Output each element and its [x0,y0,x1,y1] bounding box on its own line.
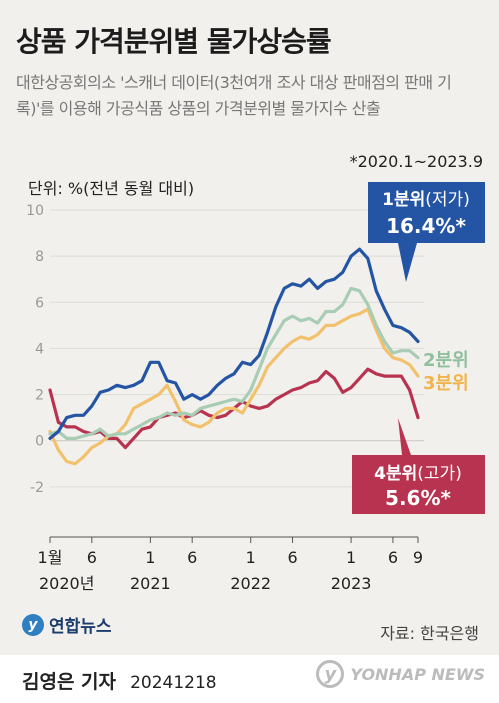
byline: 김영은 기자 20241218 [22,667,217,694]
source-note: 자료: 한국은행 [380,624,479,643]
callout-q1-box [368,182,485,282]
y-tick-label: -2 [30,480,44,496]
period-note: *2020.1~2023.9 [349,152,483,171]
y-tick-label: 8 [35,249,44,265]
y-tick-label: 10 [26,203,44,219]
x-tick-label: 6 [87,548,97,567]
page-title: 상품 가격분위별 물가상승률 [16,25,332,58]
yonhap-logo: y 연합뉴스 [22,612,112,637]
y-tick-label: 6 [35,295,44,311]
year-label: 2020년 [39,574,94,593]
y-tick-label: 4 [35,341,44,357]
publish-date: 20241218 [130,673,217,693]
x-tick-label: 6 [187,548,197,567]
series-label-q2: 2분위 [423,350,469,371]
x-tick-label: 1 [246,548,256,567]
y-tick-label: 2 [35,388,44,404]
x-tick-label: 6 [388,548,398,567]
reporter-name: 김영은 기자 [22,671,117,693]
callout-q4-value: 5.6%* [385,486,451,510]
callout-q4-box [352,418,485,514]
x-tick-label: 1 [346,548,356,567]
yonhap-logo-icon: y [22,613,44,636]
year-label: 2021 [130,574,171,593]
watermark: y YONHAP NEWS [316,660,485,688]
series-line [48,286,420,440]
year-label: 2023 [331,574,372,593]
x-tick-label: 1 [145,548,155,567]
yonhap-watermark-icon: y [316,660,345,688]
callout-q1-value: 16.4%* [386,214,466,238]
callout-q4-label: 4분위(고가) [374,464,462,484]
watermark-text: YONHAP NEWS [350,664,485,684]
x-tick-label: 1월 [38,548,63,567]
logo-text: 연합뉴스 [49,617,112,637]
x-tick-label: 9 [413,548,423,567]
subtitle: 대한상공회의소 '스캐너 데이터(3천여개 조사 대상 판매점의 판매 기록)'… [16,73,452,118]
x-tick-label: 6 [287,548,297,567]
year-label: 2022 [230,574,271,593]
chart-panel [0,0,499,655]
unit-label: 단위: %(전년 동월 대비) [28,179,195,198]
y-tick-label: 0 [35,434,44,450]
series-line [48,247,420,440]
callout-q1-label: 1분위(저가) [382,190,470,210]
series-label-q3: 3분위 [423,373,469,394]
